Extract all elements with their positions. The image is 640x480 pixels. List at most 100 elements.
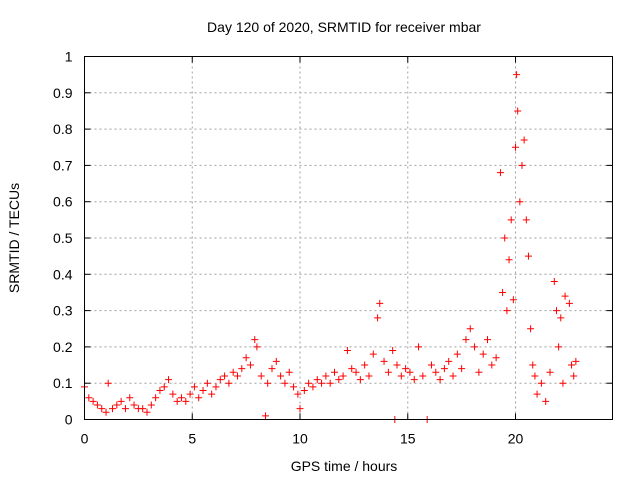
- y-tick-label: 0.1: [53, 375, 73, 391]
- data-point: [272, 357, 280, 365]
- data-point: [505, 256, 513, 264]
- y-tick-label: 0.7: [53, 157, 73, 173]
- data-point: [98, 405, 106, 413]
- data-point: [406, 368, 414, 376]
- data-point: [492, 354, 500, 362]
- data-point: [427, 361, 435, 369]
- data-point: [419, 372, 427, 380]
- data-point: [246, 361, 254, 369]
- y-tick-label: 0.8: [53, 121, 73, 137]
- data-point: [121, 405, 129, 413]
- data-point: [339, 372, 347, 380]
- data-point: [143, 408, 151, 416]
- y-axis-label: SRMTID / TECUs: [6, 183, 22, 293]
- data-point: [440, 365, 448, 373]
- data-point: [520, 136, 528, 144]
- data-point: [453, 350, 461, 358]
- data-point: [251, 336, 259, 344]
- grid-layer: [84, 56, 613, 420]
- data-point: [499, 288, 507, 296]
- data-point: [509, 296, 517, 304]
- data-point: [529, 361, 537, 369]
- data-point: [165, 376, 173, 384]
- data-point: [445, 357, 453, 365]
- y-tick-label: 0: [65, 412, 73, 428]
- data-point: [516, 198, 524, 206]
- data-point: [335, 376, 343, 384]
- data-point: [568, 361, 576, 369]
- data-point: [389, 347, 397, 355]
- data-point: [570, 372, 578, 380]
- data-point: [533, 390, 541, 398]
- data-point: [262, 412, 270, 420]
- data-point: [514, 107, 522, 115]
- data-point: [380, 357, 388, 365]
- data-point: [550, 278, 558, 286]
- data-point: [212, 383, 220, 391]
- x-tick-label: 10: [292, 431, 308, 447]
- data-point: [294, 390, 302, 398]
- data-point: [221, 372, 229, 380]
- data-point: [330, 368, 338, 376]
- data-point: [522, 216, 530, 224]
- data-point: [361, 361, 369, 369]
- y-tick-label: 0.2: [53, 339, 73, 355]
- data-point: [113, 401, 121, 409]
- data-point: [503, 307, 511, 315]
- data-point: [513, 71, 521, 79]
- y-tick-label: 0.3: [53, 303, 73, 319]
- data-point: [300, 386, 308, 394]
- data-point: [348, 365, 356, 373]
- y-tick-label: 0.5: [53, 230, 73, 246]
- data-point: [537, 379, 545, 387]
- data-point: [102, 408, 110, 416]
- data-point: [552, 307, 560, 315]
- data-point: [156, 386, 164, 394]
- data-point: [376, 299, 384, 307]
- data-point: [518, 161, 526, 169]
- data-point: [264, 379, 272, 387]
- data-point: [93, 401, 101, 409]
- data-point: [471, 343, 479, 351]
- data-point: [268, 365, 276, 373]
- data-point: [546, 368, 554, 376]
- data-point: [432, 368, 440, 376]
- y-tick-label: 0.9: [53, 85, 73, 101]
- data-point: [369, 350, 377, 358]
- x-tick-label: 20: [508, 431, 524, 447]
- data-point: [199, 386, 207, 394]
- data-point: [466, 325, 474, 333]
- data-point: [475, 368, 483, 376]
- data-point: [152, 394, 160, 402]
- data-point: [393, 361, 401, 369]
- data-point: [318, 379, 326, 387]
- data-point: [139, 405, 147, 413]
- data-point: [313, 376, 321, 384]
- x-tick-label: 5: [188, 431, 196, 447]
- data-point: [322, 372, 330, 380]
- data-point: [449, 372, 457, 380]
- data-point: [555, 343, 563, 351]
- data-point: [462, 336, 470, 344]
- data-point: [415, 343, 423, 351]
- data-point: [173, 397, 181, 405]
- data-point: [147, 401, 155, 409]
- data-point: [160, 383, 168, 391]
- data-point: [195, 394, 203, 402]
- y-tick-label: 1: [65, 49, 73, 65]
- data-point: [234, 372, 242, 380]
- y-tick-label: 0.6: [53, 194, 73, 210]
- data-point: [531, 372, 539, 380]
- data-point: [104, 379, 112, 387]
- data-point: [242, 354, 250, 362]
- data-point: [309, 383, 317, 391]
- data-point: [169, 390, 177, 398]
- data-point: [285, 368, 293, 376]
- data-point: [365, 372, 373, 380]
- data-point: [216, 376, 224, 384]
- data-point: [527, 325, 535, 333]
- data-point: [85, 394, 93, 402]
- data-point: [352, 368, 360, 376]
- data-point: [384, 368, 392, 376]
- data-point: [296, 405, 304, 413]
